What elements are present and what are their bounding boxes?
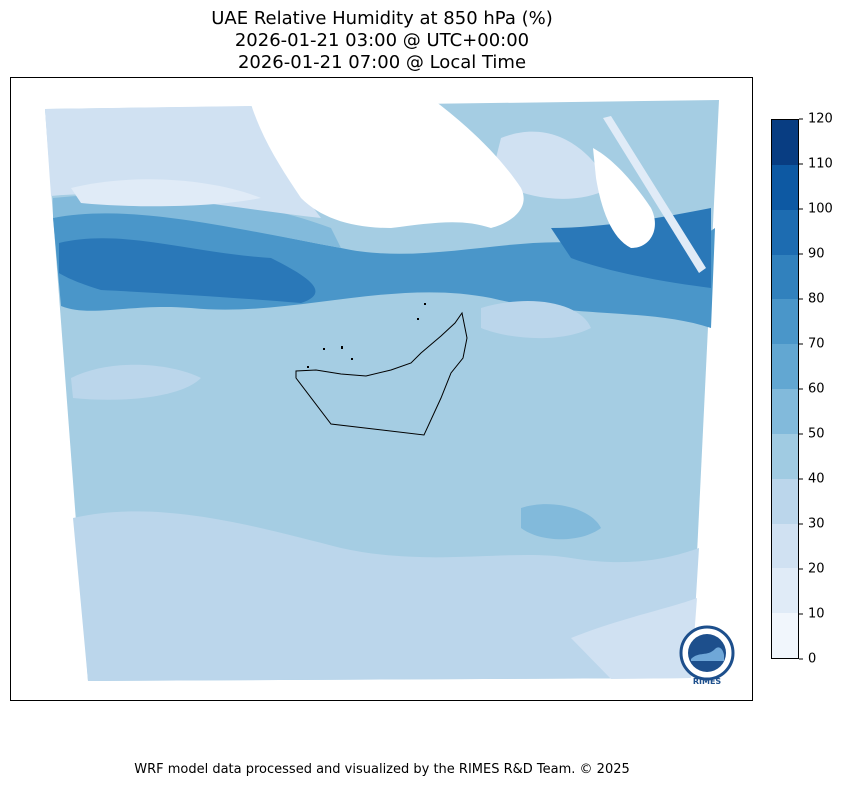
missing-data-north — [249, 98, 524, 228]
rimes-logo: RIMES — [679, 625, 735, 686]
humidity-band-core — [59, 238, 316, 303]
tick-label: 110 — [808, 156, 833, 172]
tick-label: 60 — [808, 381, 825, 397]
humidity-lighter-nw — [71, 179, 261, 207]
tick-label: 100 — [808, 201, 833, 217]
humidity-streak-ne — [603, 116, 706, 273]
islands — [307, 303, 426, 368]
humidity-light-west — [71, 364, 201, 400]
colorbar-tick: 90 — [799, 247, 825, 262]
tick-label: 0 — [808, 651, 817, 667]
colorbar-band — [772, 209, 798, 255]
colorbar-band — [772, 478, 798, 524]
tick-label: 80 — [808, 291, 825, 307]
colorbar-band — [772, 613, 798, 658]
colorbar-tick: 110 — [799, 157, 833, 172]
logo-text: RIMES — [693, 677, 722, 686]
tick-mark — [799, 118, 803, 120]
logo-center — [688, 634, 726, 672]
colorbar-band — [772, 344, 798, 390]
tick-label: 40 — [808, 471, 825, 487]
island-marker — [417, 318, 419, 320]
colorbar-tick: 40 — [799, 472, 825, 487]
tick-mark — [799, 658, 803, 660]
tick-label: 70 — [808, 336, 825, 352]
tick-mark — [799, 208, 803, 210]
tick-mark — [799, 433, 803, 435]
tick-label: 10 — [808, 606, 825, 622]
tick-mark — [799, 343, 803, 345]
title-line-2: 2026-01-21 03:00 @ UTC+00:00 — [234, 30, 530, 51]
colorbar-band — [772, 433, 798, 479]
tick-mark — [799, 388, 803, 390]
tick-mark — [799, 298, 803, 300]
island-marker — [341, 346, 343, 349]
logo-wave — [691, 647, 724, 661]
tick-mark — [799, 163, 803, 165]
island-marker — [424, 303, 426, 305]
colorbar-tick: 120 — [799, 112, 833, 127]
colorbar-band — [772, 120, 798, 165]
missing-data-northeast — [593, 148, 655, 248]
colorbar-band — [772, 389, 798, 434]
footer-credit: WRF model data processed and visualized … — [134, 762, 630, 777]
title-line-1: UAE Relative Humidity at 850 hPa (%) — [211, 8, 553, 29]
humidity-light-ne — [491, 131, 611, 199]
tick-mark — [799, 613, 803, 615]
map-panel: RIMES — [10, 77, 753, 701]
tick-label: 120 — [808, 111, 833, 127]
colorbar — [771, 119, 799, 659]
humidity-patch-south — [521, 504, 601, 540]
colorbar-tick: 10 — [799, 607, 825, 622]
map-title: UAE Relative Humidity at 850 hPa (%) 202… — [10, 8, 754, 74]
tick-mark — [799, 253, 803, 255]
island-marker — [351, 358, 353, 360]
colorbar-band — [772, 254, 798, 300]
tick-label: 90 — [808, 246, 825, 262]
colorbar-tick: 80 — [799, 292, 825, 307]
tick-mark — [799, 568, 803, 570]
tick-label: 50 — [808, 426, 825, 442]
colorbar-tick: 20 — [799, 562, 825, 577]
colorbar-band — [772, 568, 798, 614]
colorbar-band — [772, 299, 798, 345]
tick-label: 30 — [808, 516, 825, 532]
humidity-light-south — [73, 511, 699, 681]
title-line-3: 2026-01-21 07:00 @ Local Time — [237, 52, 527, 73]
humidity-band-mid — [53, 194, 341, 248]
colorbar-tick: 100 — [799, 202, 833, 217]
colorbar-tick: 70 — [799, 337, 825, 352]
colorbar-tick: 60 — [799, 382, 825, 397]
tick-label: 20 — [808, 561, 825, 577]
colorbar-tick: 0 — [799, 652, 816, 667]
colorbar-ticks: 0 10 20 30 40 50 60 70 80 90 100 110 120 — [799, 112, 843, 667]
colorbar-band — [772, 164, 798, 210]
humidity-map: RIMES — [45, 98, 735, 686]
humidity-band-high — [53, 211, 715, 328]
colorbar-tick: 50 — [799, 427, 825, 442]
uae-border — [295, 311, 468, 436]
colorbar-tick: 30 — [799, 517, 825, 532]
tick-mark — [799, 478, 803, 480]
tick-mark — [799, 523, 803, 525]
humidity-lighter-se — [571, 598, 697, 679]
island-marker — [323, 348, 325, 350]
colorbar-band — [772, 523, 798, 569]
humidity-light-east — [481, 300, 591, 339]
island-marker — [307, 366, 309, 368]
